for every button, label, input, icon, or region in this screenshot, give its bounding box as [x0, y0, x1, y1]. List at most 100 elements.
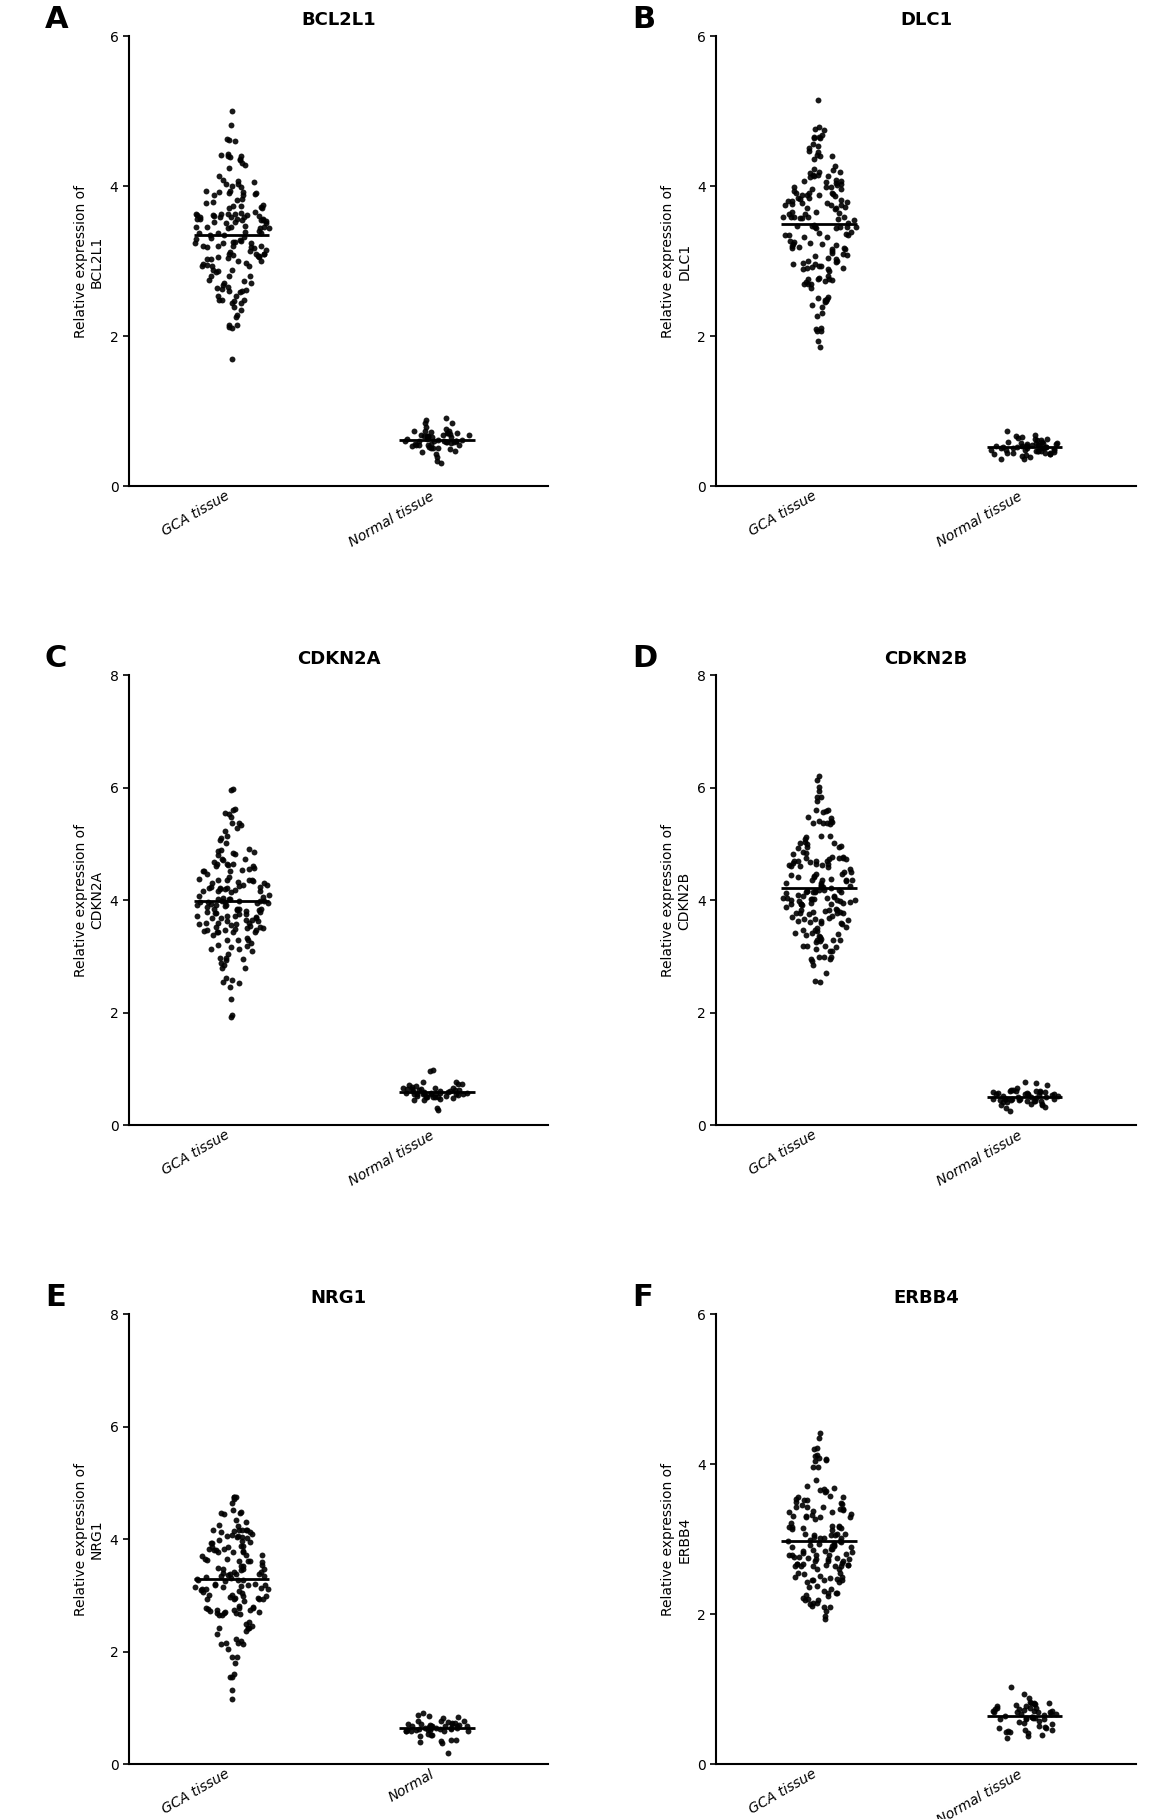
Point	[804, 155, 823, 184]
Point	[422, 1721, 440, 1750]
Point	[220, 973, 239, 1002]
Point	[812, 124, 830, 153]
Point	[244, 866, 262, 895]
Point	[240, 855, 259, 884]
Point	[1019, 1723, 1038, 1752]
Point	[427, 440, 446, 469]
Point	[244, 851, 262, 880]
Point	[796, 839, 815, 868]
Point	[411, 1710, 430, 1739]
Y-axis label: Relative expression of
CDKN2A: Relative expression of CDKN2A	[74, 824, 104, 977]
Point	[412, 1073, 431, 1102]
Point	[781, 886, 800, 915]
Point	[218, 126, 237, 155]
Point	[222, 911, 241, 940]
Point	[212, 835, 231, 864]
Point	[1016, 440, 1035, 469]
Y-axis label: Relative expression of
CDKN2B: Relative expression of CDKN2B	[662, 824, 691, 977]
Point	[782, 902, 801, 931]
Point	[208, 1553, 227, 1583]
Point	[247, 902, 266, 931]
Point	[1009, 1693, 1028, 1723]
Point	[221, 884, 240, 913]
Point	[423, 1055, 441, 1084]
Point	[446, 426, 465, 455]
Point	[808, 1584, 827, 1613]
Point	[187, 200, 206, 229]
Point	[220, 884, 239, 913]
Point	[1016, 431, 1035, 460]
Point	[431, 1079, 450, 1108]
Point	[802, 291, 821, 320]
Point	[234, 1586, 253, 1615]
Point	[801, 269, 820, 298]
Point	[218, 939, 237, 968]
Text: F: F	[632, 1282, 653, 1311]
Point	[211, 202, 230, 231]
Point	[211, 826, 230, 855]
Point	[238, 924, 256, 953]
Point	[416, 407, 434, 437]
Point	[790, 204, 809, 233]
Point	[187, 1564, 206, 1593]
Point	[776, 879, 795, 908]
Point	[804, 124, 823, 153]
Point	[237, 1541, 255, 1570]
Point	[828, 204, 847, 233]
Point	[217, 889, 235, 919]
Point	[822, 864, 841, 893]
Point	[1025, 1695, 1043, 1724]
Point	[1036, 1077, 1055, 1106]
Point	[807, 795, 826, 824]
Point	[998, 1723, 1016, 1752]
Point	[224, 240, 242, 269]
Point	[837, 866, 856, 895]
Point	[252, 246, 271, 275]
Point	[203, 933, 221, 962]
Point	[254, 886, 273, 915]
Point	[1028, 426, 1047, 455]
Point	[831, 213, 850, 242]
Point	[199, 266, 218, 295]
Point	[819, 160, 837, 189]
Point	[838, 220, 857, 249]
Point	[797, 253, 816, 282]
Point	[796, 1501, 815, 1530]
Point	[816, 1604, 835, 1633]
Point	[246, 1570, 265, 1599]
Point	[816, 167, 835, 196]
Point	[836, 913, 855, 942]
Point	[221, 202, 240, 231]
Point	[231, 226, 249, 255]
Point	[203, 1528, 221, 1557]
Point	[258, 207, 276, 236]
Point	[816, 1597, 835, 1626]
Point	[447, 1713, 466, 1743]
Point	[797, 1568, 816, 1597]
Point	[253, 1548, 272, 1577]
Point	[254, 240, 273, 269]
Point	[1036, 1713, 1055, 1743]
Point	[1019, 1080, 1038, 1110]
Point	[788, 862, 807, 891]
Point	[397, 426, 416, 455]
Point	[831, 186, 850, 215]
Point	[230, 1593, 248, 1623]
Point	[224, 919, 242, 948]
Point	[201, 244, 220, 273]
Point	[227, 1561, 246, 1590]
Point	[792, 889, 810, 919]
Point	[797, 829, 816, 859]
Point	[826, 182, 844, 211]
Point	[208, 917, 227, 946]
Point	[812, 313, 830, 342]
Point	[207, 275, 226, 304]
Point	[230, 900, 248, 930]
Point	[447, 426, 466, 455]
Point	[219, 851, 238, 880]
Point	[794, 249, 813, 278]
Point	[783, 249, 802, 278]
Point	[820, 1481, 838, 1510]
Point	[807, 860, 826, 889]
Point	[403, 431, 422, 460]
